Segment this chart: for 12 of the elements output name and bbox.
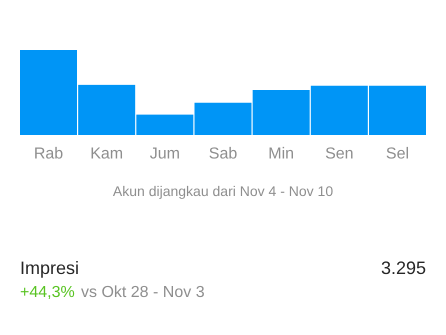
x-tick-label: Sab	[208, 146, 238, 162]
text: +44,3%	[20, 284, 75, 301]
x-tick-label: Kam	[90, 146, 124, 162]
text: 3.295	[380, 258, 426, 278]
x-tick-label: Sel	[386, 146, 410, 162]
text: Akun dijangkau dari Nov 4 - Nov 10	[112, 183, 334, 199]
text: vs Okt 28 - Nov 3	[81, 284, 205, 301]
text: Impresi	[20, 258, 80, 278]
x-tick-label: Rab	[34, 146, 64, 162]
x-tick-label: Min	[268, 146, 294, 162]
x-tick-label: Sen	[325, 146, 354, 162]
x-tick-label: Jum	[150, 146, 180, 162]
